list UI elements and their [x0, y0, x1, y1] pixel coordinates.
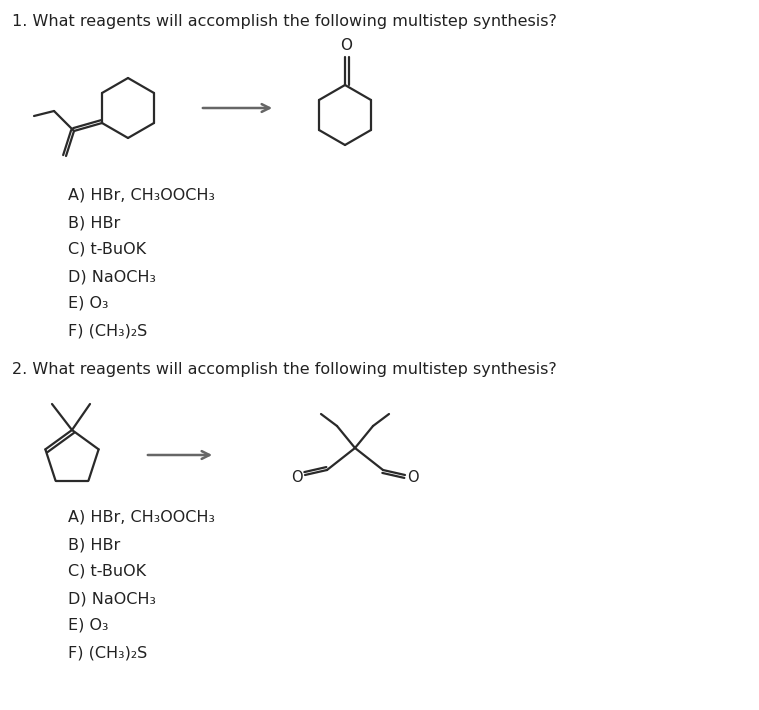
Text: D) NaOCH₃: D) NaOCH₃ [68, 269, 156, 284]
Text: O: O [340, 38, 352, 53]
Text: O: O [407, 471, 419, 486]
Text: C) t-BuOK: C) t-BuOK [68, 242, 146, 257]
Text: B) HBr: B) HBr [68, 537, 120, 552]
Text: B) HBr: B) HBr [68, 215, 120, 230]
Text: F) (CH₃)₂S: F) (CH₃)₂S [68, 645, 147, 660]
Text: O: O [291, 471, 303, 486]
Text: A) HBr, CH₃OOCH₃: A) HBr, CH₃OOCH₃ [68, 510, 215, 525]
Text: F) (CH₃)₂S: F) (CH₃)₂S [68, 323, 147, 338]
Text: 1. What reagents will accomplish the following multistep synthesis?: 1. What reagents will accomplish the fol… [12, 14, 557, 29]
Text: C) t-BuOK: C) t-BuOK [68, 564, 146, 579]
Text: 2. What reagents will accomplish the following multistep synthesis?: 2. What reagents will accomplish the fol… [12, 362, 557, 377]
Text: E) O₃: E) O₃ [68, 618, 109, 633]
Text: D) NaOCH₃: D) NaOCH₃ [68, 591, 156, 606]
Text: E) O₃: E) O₃ [68, 296, 109, 311]
Text: A) HBr, CH₃OOCH₃: A) HBr, CH₃OOCH₃ [68, 188, 215, 203]
